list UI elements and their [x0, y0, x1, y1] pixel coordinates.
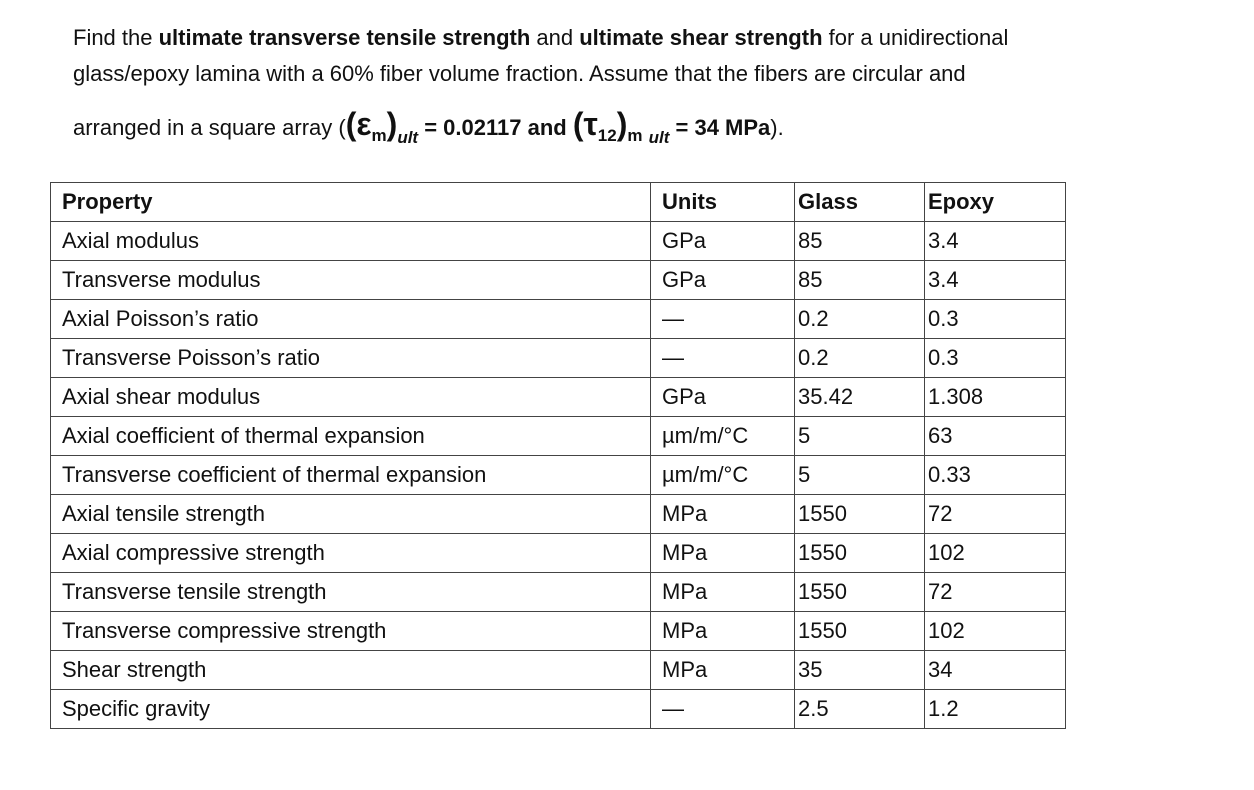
text-run: ultimate transverse tensile strength [158, 25, 531, 50]
table-cell: 72 [924, 494, 1066, 534]
table-cell: MPa [650, 572, 795, 612]
table-row: Transverse coefficient of thermal expans… [50, 455, 1066, 495]
text-run: ultimate shear strength [579, 25, 823, 50]
table-cell: 72 [924, 572, 1066, 612]
text-run: ult [648, 128, 670, 147]
table-cell: GPa [650, 377, 795, 417]
header-cell: Units [650, 182, 795, 222]
table-cell: 1550 [794, 611, 925, 651]
table-cell: Axial shear modulus [50, 377, 651, 417]
table-cell: Axial modulus [50, 221, 651, 261]
table-cell: 5 [794, 416, 925, 456]
table-cell: Axial compressive strength [50, 533, 651, 573]
table-cell: 34 [924, 650, 1066, 690]
text-run: glass/epoxy lamina with a 60% fiber volu… [73, 61, 966, 86]
table-row: Specific gravity —2.5 1.2 [50, 689, 1066, 729]
text-run: ) [616, 106, 628, 142]
table-cell: 0.2 [794, 299, 925, 339]
table-cell: MPa [650, 533, 795, 573]
table-cell: 1550 [794, 572, 925, 612]
table-cell: Transverse modulus [50, 260, 651, 300]
table-cell: 63 [924, 416, 1066, 456]
table-cell: — [650, 689, 795, 729]
table-row: Axial Poisson’s ratio —0.2 0.3 [50, 299, 1066, 339]
table-cell: GPa [650, 221, 795, 261]
table-cell: 3.4 [924, 221, 1066, 261]
table-cell: 85 [794, 221, 925, 261]
problem-line: glass/epoxy lamina with a 60% fiber volu… [73, 56, 1233, 92]
text-run: ( [572, 106, 584, 142]
table-row: Transverse tensile strength MPa 1550 72 [50, 572, 1066, 612]
table-cell: 2.5 [794, 689, 925, 729]
header-cell: Epoxy [924, 182, 1066, 222]
table-cell: 1550 [794, 533, 925, 573]
table-row: Axial shear modulus GPa 35.42 1.308 [50, 377, 1066, 417]
table-cell: 85 [794, 260, 925, 300]
table-cell: µm/m/°C [650, 455, 795, 495]
table-row: Transverse Poisson’s ratio —0.2 0.3 [50, 338, 1066, 378]
table-cell: Transverse tensile strength [50, 572, 651, 612]
text-run: ( [345, 106, 357, 142]
table-cell: Transverse compressive strength [50, 611, 651, 651]
table-row: Transverse modulus GPa 85 3.4 [50, 260, 1066, 300]
table-cell: — [650, 338, 795, 378]
table-cell: 5 [794, 455, 925, 495]
table-cell: 0.3 [924, 338, 1066, 378]
table-row: Transverse compressive strength MPa 1550 10… [50, 611, 1066, 651]
header-cell: Glass [794, 182, 925, 222]
header-row: Property Units Glass Epoxy [50, 182, 1066, 222]
table-cell: 102 [924, 533, 1066, 573]
text-run: ε [356, 106, 372, 142]
table-row: Axial modulus GPa 85 3.4 [50, 221, 1066, 261]
text-run: m [371, 126, 387, 145]
table-cell: 1.308 [924, 377, 1066, 417]
table-cell: µm/m/°C [650, 416, 795, 456]
table-cell: 1.2 [924, 689, 1066, 729]
table-cell: 0.33 [924, 455, 1066, 495]
table-row: Axial tensile strength MPa 1550 72 [50, 494, 1066, 534]
table-cell: Axial coefficient of thermal expansion [50, 416, 651, 456]
table-cell: 0.3 [924, 299, 1066, 339]
table-cell: 3.4 [924, 260, 1066, 300]
table-cell: Specific gravity [50, 689, 651, 729]
header-cell: Property [50, 182, 651, 222]
property-table: Property Units Glass Epoxy Axial modulus GPa 8… [50, 182, 1066, 729]
problem-statement: Find the ultimate transverse tensile str… [73, 20, 1233, 148]
table-row: Axial coefficient of thermal expansion µm… [50, 416, 1066, 456]
table-cell: GPa [650, 260, 795, 300]
table-cell: Transverse Poisson’s ratio [50, 338, 651, 378]
table-cell: MPa [650, 611, 795, 651]
table-cell: Axial Poisson’s ratio [50, 299, 651, 339]
text-run: Find the [73, 25, 159, 50]
problem-line: arranged in a square array ((εm)ult = 0.… [73, 106, 1233, 148]
text-run: ) [386, 106, 398, 142]
table-cell: 35 [794, 650, 925, 690]
table-cell: Axial tensile strength [50, 494, 651, 534]
text-run: τ [583, 106, 598, 142]
table-cell: MPa [650, 650, 795, 690]
table-cell: 102 [924, 611, 1066, 651]
text-run: 12 [597, 126, 617, 145]
table-cell: MPa [650, 494, 795, 534]
problem-line: Find the ultimate transverse tensile str… [73, 20, 1233, 56]
text-run: ). [770, 115, 784, 140]
text-run: = 0.02117 and [418, 115, 573, 140]
table-row: Axial compressive strength MPa 1550 102 [50, 533, 1066, 573]
table-cell: Shear strength [50, 650, 651, 690]
text-run: arranged in a square array ( [73, 115, 346, 140]
table-cell: Transverse coefficient of thermal expans… [50, 455, 651, 495]
text-run: m [627, 126, 643, 145]
table-cell: 1550 [794, 494, 925, 534]
table-cell: 35.42 [794, 377, 925, 417]
text-run: = 34 MPa [669, 115, 771, 140]
table-row: Shear strength MPa 35 34 [50, 650, 1066, 690]
table-cell: 0.2 [794, 338, 925, 378]
text-run: for a unidirectional [822, 25, 1009, 50]
text-run: ult [397, 128, 419, 147]
table-cell: — [650, 299, 795, 339]
text-run: and [530, 25, 580, 50]
